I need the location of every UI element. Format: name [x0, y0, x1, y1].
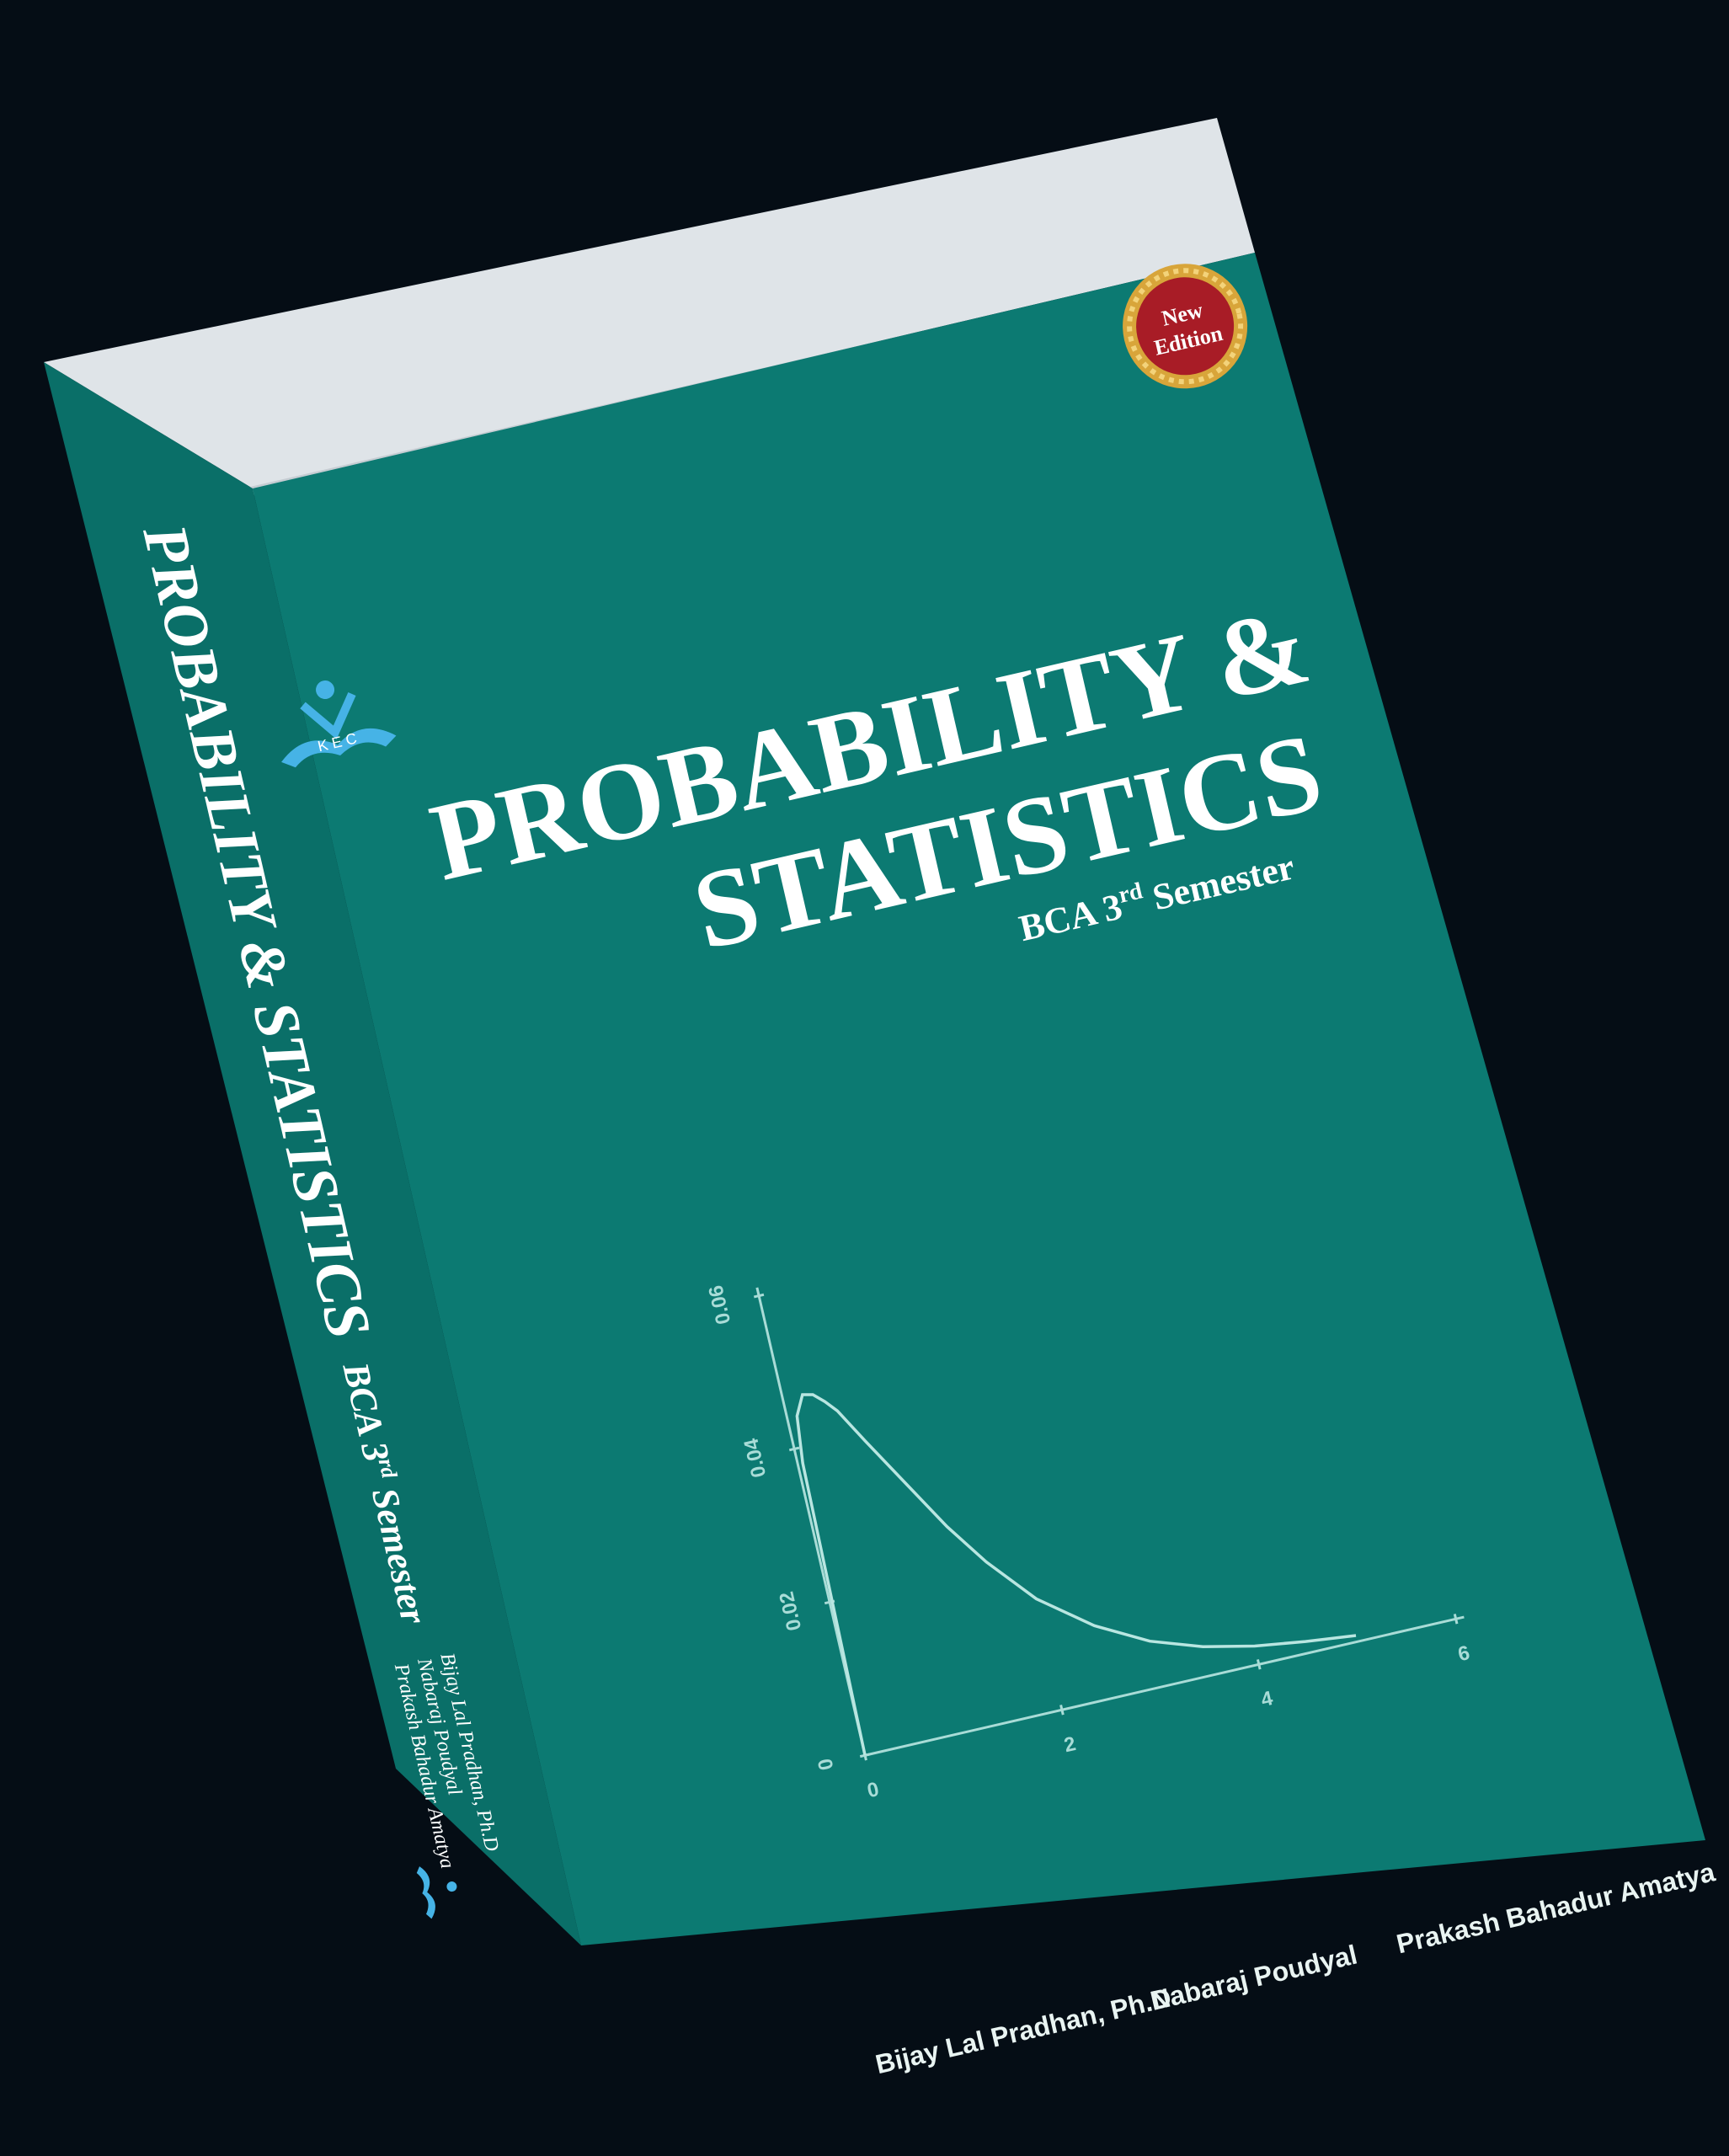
book-icon: [281, 728, 397, 768]
book-cover: [253, 253, 1705, 1945]
spine-book-icon: [416, 1866, 435, 1919]
author-2: Nabaraj Poudyal: [1147, 1939, 1359, 2015]
badge-serration: [1127, 268, 1244, 385]
head-icon: [316, 680, 335, 700]
figure-icon: [300, 691, 356, 739]
book-pages-top: [44, 118, 1255, 488]
x-axis: [864, 1615, 1465, 1757]
spine-head-icon: [446, 1881, 457, 1892]
x-tick-label: 6: [1456, 1641, 1472, 1666]
badge-center: [1136, 277, 1235, 376]
spine-logo: [416, 1866, 457, 1919]
x-tick-label: 2: [1062, 1732, 1078, 1757]
author-1: Bijay Lal Pradhan, Ph.D: [873, 1982, 1174, 2079]
y-tick-mark: [753, 1293, 765, 1299]
x-tick-mark: [1059, 1705, 1065, 1716]
density-curve: [795, 1393, 1357, 1756]
y-tick-label: 0: [814, 1756, 838, 1772]
author-3: Prakash Bahadur Amatya: [1394, 1856, 1718, 1959]
y-tick-mark: [788, 1446, 800, 1452]
book-spine: [44, 362, 581, 1945]
new-edition-badge: New Edition: [1123, 264, 1248, 389]
x-tick-mark: [1256, 1659, 1262, 1670]
x-tick-mark: [1453, 1614, 1459, 1625]
x-tick-label: 0: [865, 1778, 881, 1802]
y-tick-mark: [859, 1753, 871, 1758]
